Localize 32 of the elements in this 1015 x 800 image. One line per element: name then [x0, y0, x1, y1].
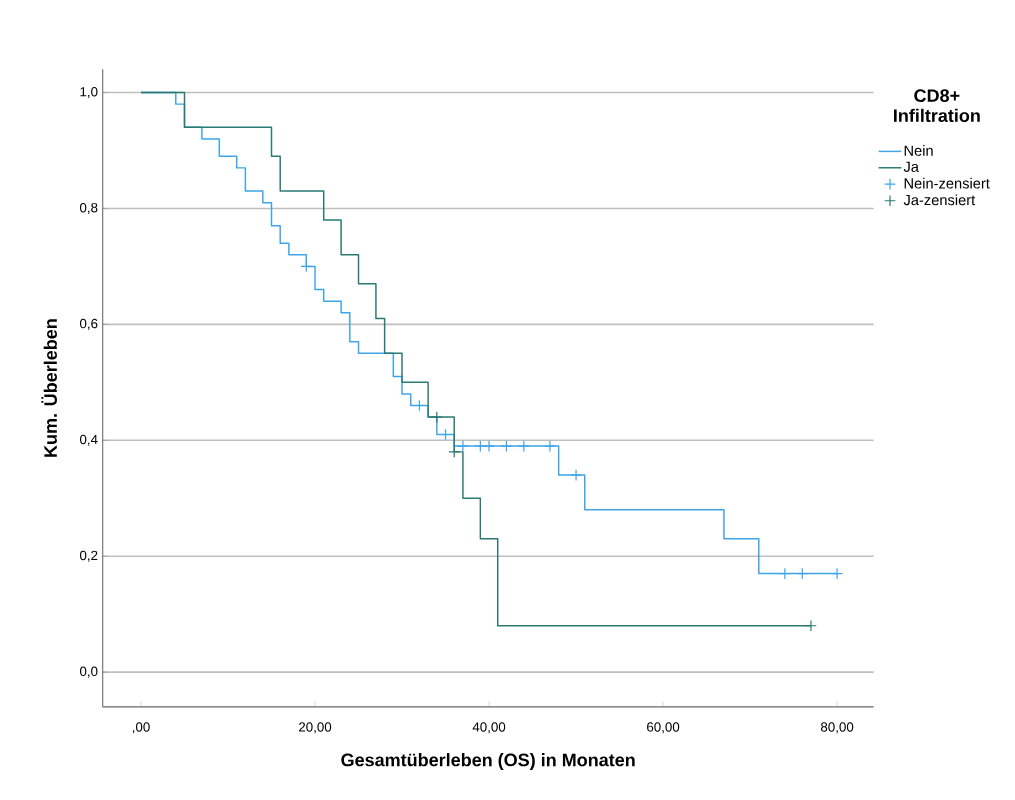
- point: [448, 445, 461, 458]
- x-axis-title: Gesamtüberleben (OS) in Monaten: [341, 752, 635, 770]
- legend-label: Nein-zensiert: [904, 177, 990, 189]
- point: [544, 440, 556, 452]
- x-tick-label: 60,00: [647, 722, 680, 734]
- legend-label: Ja: [903, 161, 919, 172]
- legend-label: Nein: [904, 144, 933, 156]
- point: [500, 440, 513, 452]
- x-tick-label: ,00: [132, 722, 150, 734]
- point: [805, 619, 817, 632]
- point: [831, 567, 844, 580]
- y-tick-label: 0,2: [79, 550, 98, 562]
- y-tick-label: 1,0: [80, 86, 98, 98]
- point: [570, 469, 582, 481]
- point: [483, 440, 495, 452]
- point: [300, 260, 313, 273]
- x-tick-label: 40,00: [472, 722, 506, 734]
- legend-title: CD8+ Infiltration: [894, 89, 980, 122]
- point: [778, 567, 791, 580]
- y-tick-label: 0,0: [79, 666, 98, 678]
- point: [430, 411, 443, 423]
- point: [796, 567, 809, 580]
- x-tick-label: 20,00: [299, 722, 332, 734]
- y-axis-title: Kum. Überleben: [41, 319, 57, 457]
- y-tick-label: 0,8: [79, 202, 98, 214]
- x-tick-label: 80,00: [820, 722, 854, 734]
- point: [457, 440, 469, 452]
- point: [517, 440, 530, 452]
- point: [474, 440, 487, 452]
- y-tick-label: 0,4: [79, 434, 98, 446]
- y-tick-label: 0,6: [79, 318, 98, 330]
- legend-label: Ja-zensiert: [903, 194, 976, 206]
